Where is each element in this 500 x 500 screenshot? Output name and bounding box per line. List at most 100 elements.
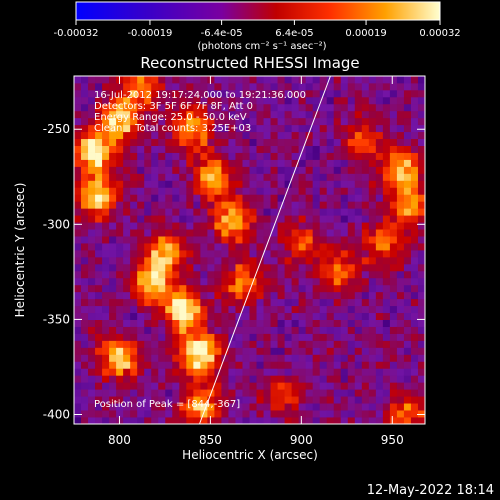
heatmap-cell: [186, 145, 194, 153]
heatmap-cell: [151, 326, 159, 334]
heatmap-cell: [151, 145, 159, 153]
heatmap-cell: [396, 110, 405, 119]
heatmap-cell: [144, 229, 152, 237]
heatmap-cell: [165, 166, 173, 174]
x-tick-label: 900: [290, 433, 313, 447]
heatmap-cell: [81, 208, 89, 216]
heatmap-cell: [221, 319, 229, 327]
heatmap-cell: [284, 270, 293, 279]
heatmap-cell: [207, 333, 215, 341]
heatmap-cell: [172, 96, 180, 105]
heatmap-cell: [144, 291, 152, 300]
heatmap-cell: [312, 305, 321, 314]
heatmap-cell: [207, 319, 215, 327]
heatmap-cell: [396, 208, 405, 216]
heatmap-cell: [382, 368, 391, 376]
heatmap-cell: [382, 145, 391, 153]
heatmap-cell: [165, 96, 173, 105]
heatmap-cell: [340, 103, 349, 112]
heatmap-cell: [403, 333, 412, 341]
heatmap-cell: [235, 375, 243, 383]
heatmap-cell: [193, 361, 201, 369]
heatmap-cell: [389, 291, 398, 300]
heatmap-cell: [151, 250, 159, 258]
heatmap-cell: [179, 82, 187, 91]
heatmap-cell: [151, 152, 159, 160]
heatmap-cell: [403, 138, 412, 146]
heatmap-cell: [130, 382, 138, 390]
heatmap-cell: [158, 187, 166, 195]
heatmap-cell: [207, 326, 215, 334]
heatmap-cell: [88, 347, 96, 355]
heatmap-cell: [277, 173, 285, 181]
heatmap-cell: [172, 222, 180, 230]
heatmap-cell: [130, 270, 138, 279]
heatmap-cell: [270, 117, 278, 126]
plot-frame: [73, 75, 426, 425]
heatmap-cell: [361, 124, 370, 133]
heatmap-cell: [361, 110, 370, 119]
heatmap-cell: [116, 236, 124, 244]
heatmap-cell: [242, 208, 250, 216]
heatmap-cell: [74, 291, 82, 300]
heatmap-cell: [81, 131, 89, 140]
heatmap-cell: [109, 82, 117, 91]
heatmap-cell: [102, 326, 110, 334]
heatmap-cell: [144, 208, 152, 216]
heatmap-cell: [305, 76, 314, 84]
heatmap-cell: [382, 270, 391, 279]
heatmap-cell: [270, 215, 278, 223]
heatmap-cell: [172, 208, 180, 216]
heatmap-cell: [179, 89, 187, 98]
heatmap-cell: [116, 89, 124, 98]
heatmap-cell: [347, 187, 356, 195]
heatmap-cell: [221, 354, 229, 362]
heatmap-cell: [95, 396, 103, 404]
heatmap-cell: [340, 89, 349, 98]
heatmap-cell: [193, 333, 201, 341]
heatmap-cell: [382, 117, 391, 126]
heatmap-cell: [389, 194, 398, 202]
heatmap-cell: [354, 256, 363, 265]
heatmap-cell: [270, 333, 278, 341]
heatmap-cell: [207, 256, 215, 265]
heatmap-cell: [144, 354, 152, 362]
heatmap-cell: [186, 368, 194, 376]
heatmap-cell: [340, 263, 349, 272]
heatmap-cell: [214, 201, 222, 209]
heatmap-cell: [158, 417, 166, 424]
heatmap-cell: [123, 340, 131, 348]
heatmap-cell: [263, 417, 271, 424]
heatmap-cell: [354, 89, 363, 98]
heatmap-cell: [305, 103, 314, 112]
heatmap-cell: [235, 284, 243, 293]
heatmap-cell: [382, 208, 391, 216]
heatmap-cell: [102, 201, 110, 209]
heatmap-cell: [277, 333, 285, 341]
heatmap-cell: [403, 152, 412, 160]
colorbar-tick-label: -0.00032: [54, 28, 99, 39]
heatmap-cell: [95, 131, 103, 140]
heatmap-cell: [368, 229, 377, 237]
heatmap-cell: [186, 124, 194, 133]
heatmap-cell: [200, 298, 208, 307]
heatmap-cell: [193, 284, 201, 293]
heatmap-cell: [368, 159, 377, 167]
heatmap-cell: [144, 340, 152, 348]
heatmap-cell: [249, 173, 257, 181]
heatmap-cell: [200, 243, 208, 251]
heatmap-cell: [396, 76, 405, 84]
heatmap-cell: [81, 410, 89, 418]
heatmap-cell: [375, 131, 384, 140]
heatmap-cell: [186, 180, 194, 188]
heatmap-cell: [207, 124, 215, 133]
heatmap-cell: [389, 368, 398, 376]
heatmap-cell: [214, 298, 222, 307]
colorbar: [75, 1, 441, 21]
heatmap-cell: [158, 389, 166, 397]
heatmap-cell: [284, 319, 293, 327]
heatmap-cell: [102, 152, 110, 160]
heatmap-cell: [165, 215, 173, 223]
heatmap-cell: [207, 131, 215, 140]
heatmap-cell: [256, 180, 264, 188]
